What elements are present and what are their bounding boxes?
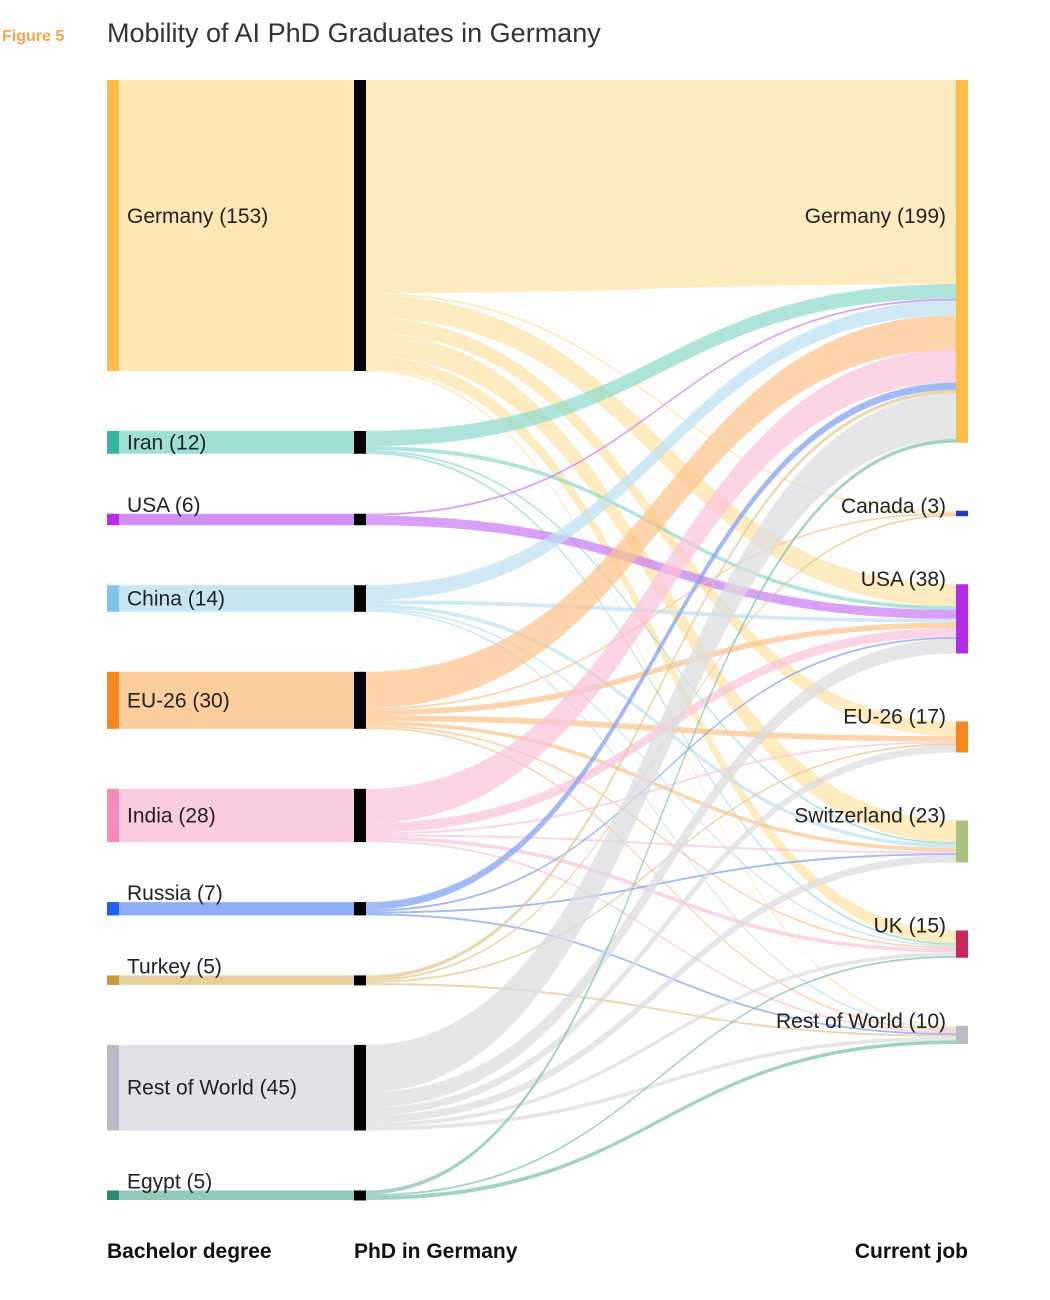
source-label-russia: Russia (7) bbox=[127, 882, 223, 905]
link-turkey-to-rest-of-world bbox=[366, 983, 956, 1037]
link-rest-of-world-to-switzerland bbox=[366, 855, 956, 1123]
phd-node-rest-of-world bbox=[354, 1044, 366, 1131]
link-russia-to-switzerland bbox=[366, 853, 956, 914]
source-label-india: India (28) bbox=[127, 804, 216, 827]
source-label-egypt: Egypt (5) bbox=[127, 1170, 212, 1193]
source-node-china bbox=[107, 585, 119, 612]
sankey-nodes bbox=[107, 80, 968, 1201]
target-label-uk: UK (15) bbox=[874, 914, 946, 937]
target-node-switzerland bbox=[956, 820, 968, 863]
source-node-germany bbox=[107, 80, 119, 371]
link-india-to-eu-26 bbox=[366, 741, 956, 835]
target-node-canada bbox=[956, 510, 968, 517]
source-node-india bbox=[107, 788, 119, 843]
source-label-germany: Germany (153) bbox=[127, 205, 268, 228]
target-node-germany bbox=[956, 80, 968, 443]
link-india-to-germany bbox=[366, 349, 956, 824]
link-turkey-to-germany bbox=[366, 389, 956, 980]
bachelor-band-germany bbox=[119, 80, 354, 371]
link-india-to-switzerland bbox=[366, 834, 956, 854]
target-label-germany: Germany (199) bbox=[805, 205, 946, 228]
bachelor-band-iran bbox=[119, 430, 354, 454]
link-egypt-to-rest-of-world bbox=[366, 1040, 956, 1200]
bachelor-band-russia bbox=[119, 902, 354, 916]
bachelor-band-usa bbox=[119, 513, 354, 526]
phd-node-russia bbox=[354, 902, 366, 916]
bachelor-band-egypt bbox=[119, 1190, 354, 1200]
link-germany-to-canada bbox=[366, 292, 956, 513]
phd-node-egypt bbox=[354, 1190, 366, 1201]
figure-title: Mobility of AI PhD Graduates in Germany bbox=[107, 18, 601, 48]
link-egypt-to-uk bbox=[366, 955, 956, 1197]
link-germany-to-germany bbox=[366, 80, 956, 293]
link-iran-to-uk bbox=[366, 451, 956, 946]
bachelor-band-eu-26 bbox=[119, 671, 354, 729]
link-russia-to-usa bbox=[366, 637, 956, 912]
link-russia-to-rest-of-world bbox=[366, 913, 956, 1035]
link-rest-of-world-to-uk bbox=[366, 952, 956, 1127]
target-label-switzerland: Switzerland (23) bbox=[794, 804, 946, 827]
target-node-eu-26 bbox=[956, 721, 968, 753]
source-label-china: China (14) bbox=[127, 587, 225, 610]
bachelor-band-rest-of-world bbox=[119, 1044, 354, 1131]
source-label-usa: USA (6) bbox=[127, 494, 201, 517]
link-russia-to-germany bbox=[366, 382, 956, 910]
link-iran-to-germany bbox=[366, 284, 956, 447]
sankey-links bbox=[119, 80, 956, 1200]
bachelor-band-india bbox=[119, 788, 354, 843]
source-node-russia bbox=[107, 902, 119, 916]
phd-node-turkey bbox=[354, 975, 366, 986]
link-china-to-rest-of-world bbox=[366, 609, 956, 1030]
phd-node-iran bbox=[354, 430, 366, 454]
bachelor-band-turkey bbox=[119, 975, 354, 985]
link-usa-to-usa bbox=[366, 515, 956, 619]
link-eu-26-to-germany bbox=[366, 315, 956, 708]
target-label-canada: Canada (3) bbox=[841, 495, 946, 518]
link-rest-of-world-to-usa bbox=[366, 638, 956, 1108]
source-node-iran bbox=[107, 430, 119, 454]
link-egypt-to-germany bbox=[366, 439, 956, 1195]
link-eu-26-to-uk bbox=[366, 725, 956, 949]
bachelor-degree-column-label: Bachelor degree bbox=[107, 1240, 272, 1263]
link-india-to-uk bbox=[366, 836, 956, 953]
phd-node-usa bbox=[354, 513, 366, 526]
bachelor-band-china bbox=[119, 585, 354, 612]
figure-label: Figure 5 bbox=[2, 28, 65, 45]
link-china-to-uk bbox=[366, 608, 956, 947]
target-node-usa bbox=[956, 584, 968, 654]
source-node-usa bbox=[107, 513, 119, 526]
sankey-labels: Germany (153) Iran (12) USA (6) China (14) E… bbox=[127, 205, 946, 1193]
target-label-rest-of-world: Rest of World (10) bbox=[776, 1010, 946, 1033]
source-label-eu-26: EU-26 (30) bbox=[127, 689, 230, 712]
phd-node-china bbox=[354, 585, 366, 612]
link-china-to-germany bbox=[366, 300, 956, 601]
source-node-turkey bbox=[107, 975, 119, 985]
link-turkey-to-eu-26 bbox=[366, 743, 956, 984]
target-label-eu-26: EU-26 (17) bbox=[843, 706, 946, 729]
target-label-usa: USA (38) bbox=[861, 568, 946, 591]
target-node-rest-of-world bbox=[956, 1025, 968, 1044]
link-rest-of-world-to-germany bbox=[366, 393, 956, 1093]
source-label-turkey: Turkey (5) bbox=[127, 955, 222, 978]
source-node-egypt bbox=[107, 1190, 119, 1200]
source-node-rest-of-world bbox=[107, 1044, 119, 1131]
source-node-eu-26 bbox=[107, 671, 119, 729]
link-india-to-rest-of-world bbox=[366, 840, 956, 1034]
source-label-iran: Iran (12) bbox=[127, 431, 206, 454]
phd-node-germany bbox=[354, 80, 366, 371]
link-rest-of-world-to-rest-of-world bbox=[366, 1036, 956, 1131]
target-node-uk bbox=[956, 930, 968, 958]
link-usa-to-germany bbox=[366, 298, 956, 516]
phd-node-india bbox=[354, 788, 366, 843]
link-eu-26-to-canada bbox=[366, 512, 956, 710]
current-job-column-label: Current job bbox=[854, 1240, 968, 1263]
phd-node-eu-26 bbox=[354, 671, 366, 729]
link-eu-26-to-usa bbox=[366, 622, 956, 716]
link-rest-of-world-to-eu-26 bbox=[366, 745, 956, 1116]
phd-column-label: PhD in Germany bbox=[354, 1240, 518, 1263]
source-label-rest-of-world: Rest of World (45) bbox=[127, 1077, 297, 1100]
link-eu-26-to-switzerland bbox=[366, 721, 956, 852]
